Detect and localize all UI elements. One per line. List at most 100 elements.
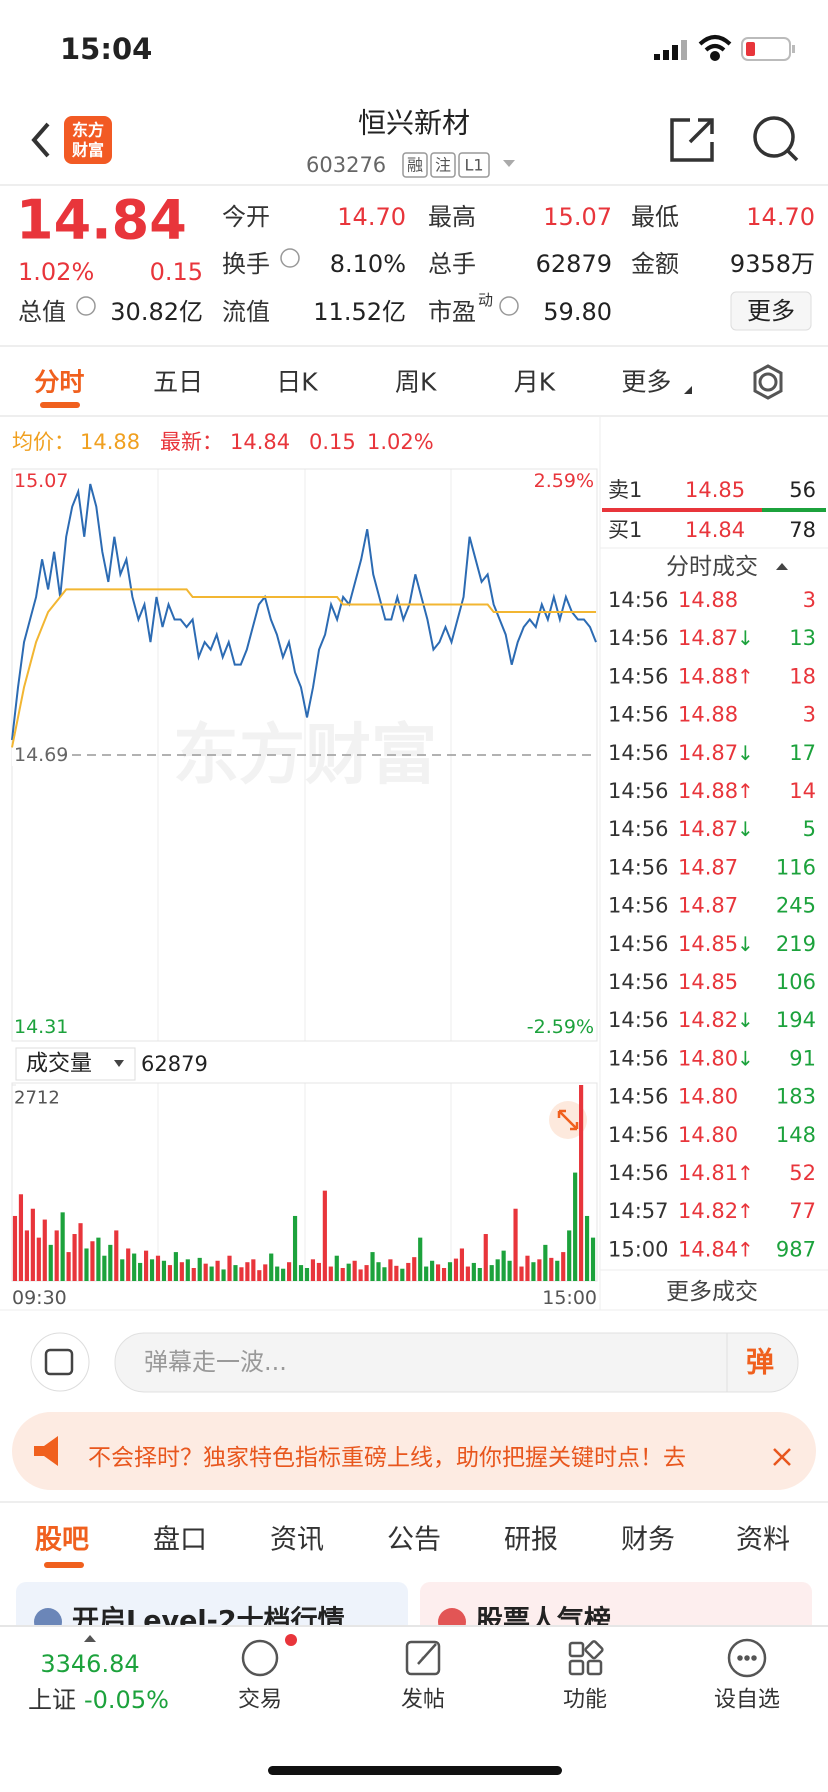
input-placeholder[interactable]: 弹幕走一波... bbox=[144, 1348, 287, 1376]
trade-price: 14.85 bbox=[678, 970, 738, 994]
share-button[interactable] bbox=[698, 118, 714, 134]
signal-icon bbox=[681, 40, 687, 60]
volume-bar bbox=[215, 1260, 220, 1281]
close-banner[interactable] bbox=[773, 1448, 791, 1466]
label-bg bbox=[12, 744, 62, 766]
volume-bar bbox=[269, 1253, 274, 1281]
info-icon[interactable] bbox=[76, 296, 96, 316]
nav-item[interactable]: 交易 bbox=[238, 1688, 282, 1713]
settings-button[interactable] bbox=[753, 364, 783, 400]
volume-bar bbox=[388, 1259, 393, 1281]
note-icon[interactable] bbox=[44, 1348, 74, 1376]
danmaku-input[interactable] bbox=[114, 1332, 799, 1393]
search-button[interactable] bbox=[753, 116, 799, 162]
volume-bar bbox=[179, 1262, 184, 1281]
content-tab[interactable]: 股吧 bbox=[35, 1525, 89, 1556]
chart-tab[interactable]: 周K bbox=[395, 368, 437, 397]
badge: 注 bbox=[435, 156, 451, 175]
note-button[interactable] bbox=[30, 1332, 90, 1392]
trade-volume: 14 bbox=[789, 779, 816, 803]
info-icon[interactable] bbox=[76, 248, 519, 316]
nav-icons[interactable] bbox=[737, 1655, 743, 1661]
volume-selector[interactable] bbox=[15, 1047, 136, 1081]
chart-tab[interactable]: 分时 bbox=[34, 368, 84, 397]
share-button[interactable] bbox=[688, 118, 714, 144]
dropdown-arrow[interactable] bbox=[684, 386, 692, 394]
info-icon[interactable] bbox=[280, 248, 300, 268]
volume-bar bbox=[555, 1260, 560, 1281]
trade-time: 14:56 bbox=[608, 932, 669, 956]
nav-icons[interactable] bbox=[751, 1655, 757, 1661]
share-button[interactable] bbox=[670, 118, 714, 162]
trade-time: 14:56 bbox=[608, 588, 669, 612]
logo-text: 财富 bbox=[71, 141, 104, 160]
content-tab[interactable]: 公告 bbox=[387, 1525, 441, 1556]
quote-label: 最高 bbox=[428, 203, 476, 231]
index-value[interactable]: 3346.84 bbox=[40, 1650, 139, 1678]
nav-item[interactable]: 发帖 bbox=[401, 1688, 445, 1713]
content-tab[interactable]: 研报 bbox=[504, 1525, 558, 1556]
nav-icons[interactable] bbox=[405, 1640, 441, 1676]
content-tab[interactable]: 资料 bbox=[736, 1525, 790, 1556]
trade-direction: ↓ bbox=[737, 817, 754, 841]
badges bbox=[430, 152, 456, 178]
index-change[interactable]: -0.05% bbox=[84, 1686, 169, 1714]
nav-icons[interactable] bbox=[727, 1638, 767, 1678]
settings-button[interactable] bbox=[753, 364, 783, 400]
change-percent: 1.02% bbox=[18, 258, 94, 286]
expand-icon[interactable] bbox=[557, 1109, 579, 1131]
volume-bar bbox=[120, 1259, 125, 1281]
volume-bar bbox=[173, 1252, 178, 1281]
trade-time: 14:56 bbox=[608, 741, 669, 765]
trade-volume: 194 bbox=[776, 1008, 816, 1032]
nav-icons[interactable] bbox=[417, 1643, 437, 1665]
trade-direction: ↓ bbox=[737, 932, 754, 956]
dropdown-arrow[interactable] bbox=[114, 1060, 124, 1067]
content-tab[interactable]: 盘口 bbox=[153, 1525, 207, 1556]
nav-icons[interactable] bbox=[568, 1641, 585, 1658]
chart-tab[interactable]: 五日 bbox=[153, 368, 203, 397]
trade-volume: 77 bbox=[789, 1199, 816, 1223]
volume-selector-label[interactable]: 成交量 bbox=[26, 1052, 92, 1077]
badge: L1 bbox=[464, 156, 483, 175]
settings-button[interactable] bbox=[758, 372, 778, 392]
index-toggle[interactable] bbox=[84, 1635, 96, 1642]
nav-icons[interactable] bbox=[586, 1659, 603, 1676]
dropdown-arrow[interactable] bbox=[503, 160, 515, 167]
quote-label: 总手 bbox=[428, 250, 476, 278]
back-button[interactable] bbox=[31, 122, 50, 158]
nav-icons[interactable] bbox=[584, 1640, 604, 1660]
content-tab[interactable]: 资讯 bbox=[270, 1525, 324, 1556]
trade-direction: ↑ bbox=[737, 1161, 754, 1185]
more-button[interactable] bbox=[730, 291, 812, 331]
nav-icons[interactable] bbox=[568, 1659, 585, 1676]
nav-icons[interactable] bbox=[241, 1639, 279, 1677]
chart-tab[interactable]: 日K bbox=[276, 368, 318, 397]
volume-bar bbox=[155, 1255, 161, 1281]
nav-icons[interactable] bbox=[744, 1655, 750, 1661]
banner-text[interactable]: 不会择时？独家特色指标重磅上线，助你把握关键时点！去 bbox=[88, 1445, 686, 1471]
search-button[interactable] bbox=[753, 116, 795, 158]
danmaku-button[interactable]: 弹 bbox=[746, 1346, 774, 1379]
promo-banner[interactable] bbox=[12, 1412, 816, 1490]
volume-bar bbox=[78, 1223, 83, 1281]
volume-bar bbox=[435, 1264, 441, 1281]
battery-icon bbox=[741, 37, 795, 61]
chart-tab[interactable]: 月K bbox=[514, 368, 556, 397]
nav-item[interactable]: 功能 bbox=[563, 1688, 607, 1713]
chart-tab[interactable]: 更多 bbox=[621, 368, 671, 397]
more-trades[interactable]: 更多成交 bbox=[666, 1279, 758, 1305]
info-icon[interactable] bbox=[499, 296, 519, 316]
index-name[interactable]: 上证 bbox=[28, 1686, 76, 1714]
trade-price: 14.80 bbox=[678, 1123, 738, 1147]
nav-item[interactable]: 设自选 bbox=[714, 1688, 780, 1713]
content-tab[interactable]: 财务 bbox=[621, 1525, 675, 1556]
sort-arrow[interactable] bbox=[776, 563, 788, 570]
more-button-label[interactable]: 更多 bbox=[747, 297, 795, 325]
share-button[interactable] bbox=[670, 118, 714, 162]
volume-bar bbox=[340, 1267, 345, 1281]
search-button[interactable] bbox=[786, 149, 799, 162]
trade-price: 14.88 bbox=[678, 779, 738, 803]
nav-icons[interactable] bbox=[241, 1638, 767, 1678]
